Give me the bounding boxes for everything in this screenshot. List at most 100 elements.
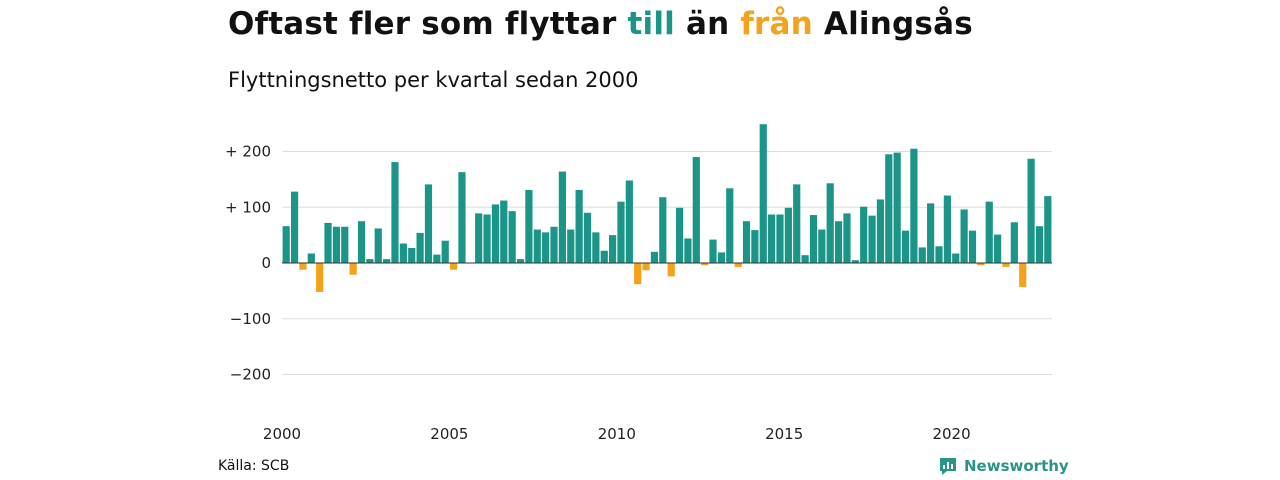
bar (625, 180, 633, 263)
bar (709, 239, 717, 263)
bar (500, 200, 508, 263)
bar (483, 214, 491, 263)
bar (968, 230, 977, 263)
bar (751, 230, 759, 263)
bar (684, 238, 692, 263)
bar (768, 214, 776, 263)
bars (282, 124, 1052, 292)
x-tick-label: 2010 (598, 425, 636, 443)
bar (458, 172, 466, 263)
bar (533, 229, 541, 263)
title-part-till: till (627, 6, 675, 42)
bar (634, 263, 642, 285)
bar (860, 206, 868, 263)
bar-chart: + 200 + 100 0 −100 −200 2000 2005 2010 2015 2020 (225, 124, 1052, 443)
title-part-1: Oftast fler som flyttar (228, 6, 628, 42)
x-tick-label: 2020 (932, 425, 970, 443)
bar (692, 157, 700, 263)
bar (985, 201, 993, 264)
bar (893, 152, 901, 264)
bar (759, 124, 767, 264)
bar (349, 263, 357, 275)
x-tick-label: 2005 (430, 425, 468, 443)
bar (868, 215, 876, 263)
bar (885, 154, 893, 263)
y-tick-label: + 100 (225, 198, 271, 216)
bar (374, 228, 382, 263)
axis-labels: + 200 + 100 0 −100 −200 2000 2005 2010 2015 2020 (225, 143, 1052, 443)
bar (550, 226, 558, 263)
bar (943, 195, 951, 263)
bar (424, 184, 433, 263)
y-tick-label: + 200 (225, 143, 271, 161)
brand-name: Newsworthy (964, 457, 1069, 475)
bar (876, 199, 885, 263)
bar (977, 263, 985, 266)
bar (784, 207, 792, 263)
bar (960, 209, 968, 263)
bar (1035, 226, 1044, 263)
title-part-5: Alingsås (812, 6, 973, 42)
bar (617, 201, 625, 264)
bar (843, 213, 851, 263)
bar (1010, 222, 1018, 263)
x-tick-label: 2015 (765, 425, 803, 443)
bar (667, 263, 675, 277)
bar (299, 263, 307, 270)
x-tick-label: 2000 (263, 425, 301, 443)
bar (516, 259, 525, 263)
bar (717, 252, 725, 263)
bar (1044, 196, 1052, 263)
bar (818, 229, 826, 263)
bar (910, 148, 918, 263)
bar (433, 254, 441, 263)
bar (734, 263, 742, 267)
bar (809, 215, 818, 264)
bar (491, 204, 500, 263)
bar (316, 263, 324, 292)
bar (441, 240, 449, 263)
bar (307, 253, 315, 263)
bar (742, 221, 751, 263)
bar (567, 229, 575, 263)
bar (642, 263, 650, 271)
y-tick-label: 0 (261, 254, 271, 272)
brand-logo: Newsworthy (938, 456, 1069, 476)
bar (290, 191, 299, 263)
bar (927, 203, 935, 263)
bar (357, 221, 366, 263)
bar (282, 226, 290, 263)
bar (1027, 158, 1035, 263)
bar (416, 232, 424, 264)
bar (1002, 263, 1010, 267)
bar (558, 171, 566, 263)
bar (834, 221, 843, 263)
bar (383, 259, 391, 263)
bar (391, 162, 399, 263)
bar (525, 189, 533, 263)
bar (918, 247, 926, 263)
bar (341, 226, 349, 263)
bar (726, 188, 734, 263)
bar (994, 234, 1002, 263)
bar (332, 226, 340, 263)
bar (935, 246, 943, 264)
title-part-fran: från (740, 6, 813, 42)
chart-subtitle: Flyttningsnetto per kvartal sedan 2000 (228, 68, 639, 92)
bar (776, 214, 784, 263)
bar (659, 197, 667, 263)
bar (952, 253, 960, 263)
bar (366, 259, 374, 263)
bar (701, 263, 709, 266)
bar (399, 243, 407, 263)
newsworthy-icon (940, 458, 956, 475)
bar (1019, 263, 1027, 287)
bar (851, 260, 859, 263)
chart-title: Oftast fler som flyttar till än från Ali… (228, 6, 973, 42)
bar (826, 183, 834, 263)
bar (609, 235, 617, 264)
bar (449, 263, 458, 270)
bar (408, 247, 416, 263)
bar (592, 232, 600, 263)
bar (793, 184, 801, 263)
